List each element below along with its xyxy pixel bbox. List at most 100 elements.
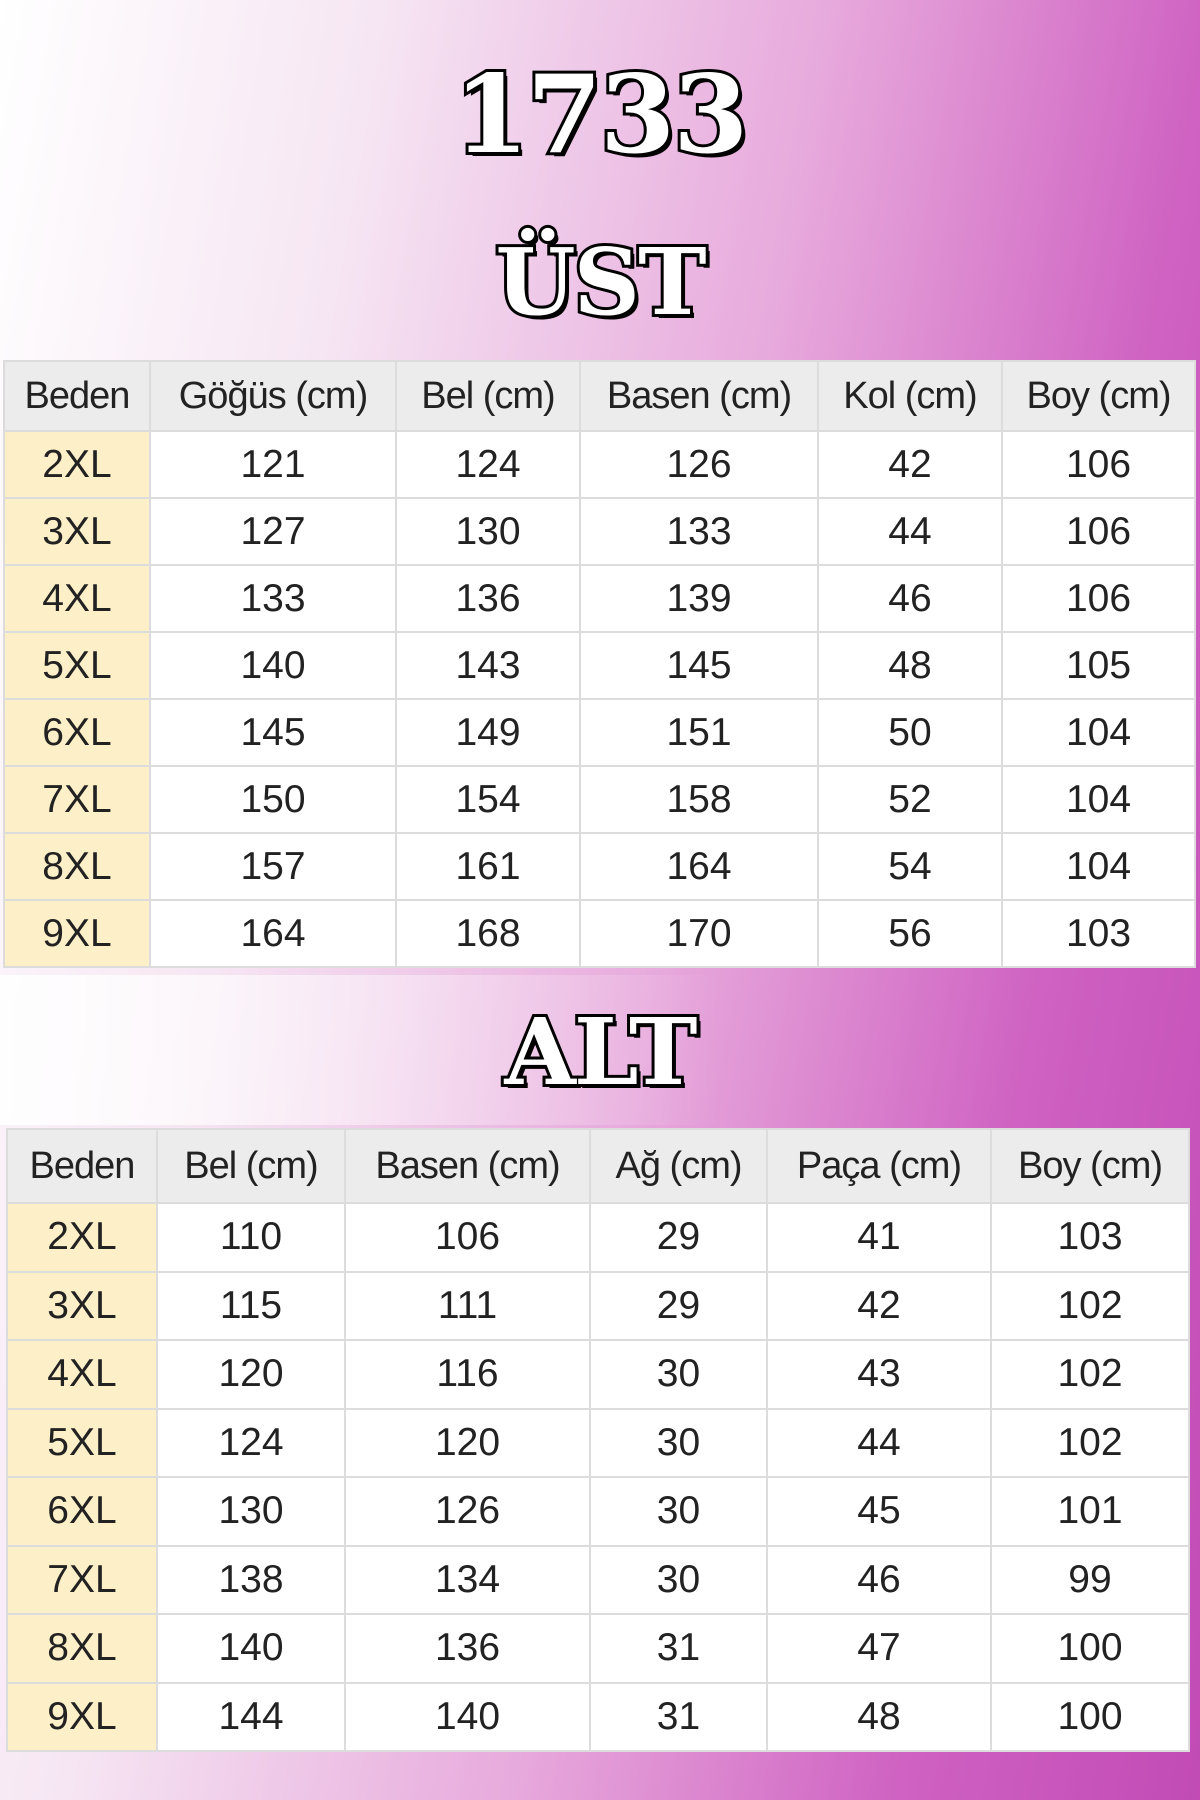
- value-cell: 140: [149, 631, 397, 700]
- size-cell: 2XL: [3, 430, 151, 499]
- size-cell: 8XL: [3, 832, 151, 901]
- value-cell: 105: [1001, 631, 1196, 700]
- size-cell: 7XL: [3, 765, 151, 834]
- value-cell: 52: [817, 765, 1003, 834]
- value-cell: 130: [395, 497, 581, 566]
- size-cell: 5XL: [3, 631, 151, 700]
- header-row: Beden Bel (cm) Basen (cm) Ağ (cm) Paça (cm) B…: [6, 1128, 1190, 1204]
- size-cell: 9XL: [3, 899, 151, 968]
- value-cell: 31: [589, 1613, 768, 1684]
- column-header: Boy (cm): [1001, 360, 1196, 432]
- table-row: 6XL 130 126 30 45 101: [6, 1476, 1190, 1547]
- column-header: Beden: [6, 1128, 158, 1204]
- value-cell: 140: [344, 1681, 591, 1752]
- value-cell: 106: [344, 1202, 591, 1273]
- size-cell: 3XL: [3, 497, 151, 566]
- value-cell: 30: [589, 1339, 768, 1410]
- table-row: 8XL 157 161 164 54 104: [3, 832, 1196, 901]
- value-cell: 103: [990, 1202, 1190, 1273]
- value-cell: 30: [589, 1544, 768, 1615]
- table-row: 5XL 140 143 145 48 105: [3, 631, 1196, 700]
- value-cell: 115: [156, 1270, 346, 1341]
- column-header: Bel (cm): [395, 360, 581, 432]
- value-cell: 127: [149, 497, 397, 566]
- value-cell: 104: [1001, 698, 1196, 767]
- value-cell: 106: [1001, 497, 1196, 566]
- size-cell: 7XL: [6, 1544, 158, 1615]
- top-band-divider: [0, 975, 1200, 1125]
- value-cell: 45: [766, 1476, 992, 1547]
- top-section-title: ÜST: [492, 225, 709, 339]
- column-header: Beden: [3, 360, 151, 432]
- value-cell: 100: [990, 1613, 1190, 1684]
- column-header: Bel (cm): [156, 1128, 346, 1204]
- value-cell: 31: [589, 1681, 768, 1752]
- value-cell: 44: [817, 497, 1003, 566]
- value-cell: 47: [766, 1613, 992, 1684]
- table-row: 7XL 138 134 30 46 99: [6, 1544, 1190, 1615]
- value-cell: 145: [149, 698, 397, 767]
- value-cell: 48: [817, 631, 1003, 700]
- value-cell: 144: [156, 1681, 346, 1752]
- table-row: 2XL 121 124 126 42 106: [3, 430, 1196, 499]
- value-cell: 120: [344, 1407, 591, 1478]
- value-cell: 150: [149, 765, 397, 834]
- value-cell: 157: [149, 832, 397, 901]
- size-cell: 3XL: [6, 1270, 158, 1341]
- column-header: Ağ (cm): [589, 1128, 768, 1204]
- value-cell: 143: [395, 631, 581, 700]
- value-cell: 126: [344, 1476, 591, 1547]
- value-cell: 133: [149, 564, 397, 633]
- value-cell: 104: [1001, 765, 1196, 834]
- size-cell: 6XL: [6, 1476, 158, 1547]
- column-header: Basen (cm): [579, 360, 819, 432]
- value-cell: 133: [579, 497, 819, 566]
- value-cell: 158: [579, 765, 819, 834]
- bottom-size-table: Beden Bel (cm) Basen (cm) Ağ (cm) Paça (cm) B…: [6, 1128, 1190, 1752]
- value-cell: 41: [766, 1202, 992, 1273]
- size-cell: 2XL: [6, 1202, 158, 1273]
- value-cell: 124: [156, 1407, 346, 1478]
- value-cell: 54: [817, 832, 1003, 901]
- value-cell: 130: [156, 1476, 346, 1547]
- column-header: Paça (cm): [766, 1128, 992, 1204]
- table-row: 2XL 110 106 29 41 103: [6, 1202, 1190, 1273]
- table-row: 6XL 145 149 151 50 104: [3, 698, 1196, 767]
- value-cell: 100: [990, 1681, 1190, 1752]
- value-cell: 168: [395, 899, 581, 968]
- table-row: 9XL 164 168 170 56 103: [3, 899, 1196, 968]
- value-cell: 29: [589, 1270, 768, 1341]
- value-cell: 48: [766, 1681, 992, 1752]
- top-size-table: Beden Göğüs (cm) Bel (cm) Basen (cm) Kol (cm…: [3, 360, 1196, 968]
- value-cell: 164: [579, 832, 819, 901]
- value-cell: 134: [344, 1544, 591, 1615]
- value-cell: 102: [990, 1270, 1190, 1341]
- value-cell: 50: [817, 698, 1003, 767]
- value-cell: 136: [395, 564, 581, 633]
- value-cell: 170: [579, 899, 819, 968]
- value-cell: 106: [1001, 564, 1196, 633]
- size-cell: 9XL: [6, 1681, 158, 1752]
- value-cell: 46: [817, 564, 1003, 633]
- table-row: 9XL 144 140 31 48 100: [6, 1681, 1190, 1752]
- column-header: Kol (cm): [817, 360, 1003, 432]
- table-row: 3XL 127 130 133 44 106: [3, 497, 1196, 566]
- value-cell: 44: [766, 1407, 992, 1478]
- value-cell: 154: [395, 765, 581, 834]
- value-cell: 124: [395, 430, 581, 499]
- value-cell: 104: [1001, 832, 1196, 901]
- value-cell: 106: [1001, 430, 1196, 499]
- value-cell: 56: [817, 899, 1003, 968]
- value-cell: 151: [579, 698, 819, 767]
- value-cell: 121: [149, 430, 397, 499]
- value-cell: 139: [579, 564, 819, 633]
- table-row: 4XL 133 136 139 46 106: [3, 564, 1196, 633]
- value-cell: 110: [156, 1202, 346, 1273]
- table-row: 4XL 120 116 30 43 102: [6, 1339, 1190, 1410]
- value-cell: 116: [344, 1339, 591, 1410]
- size-cell: 6XL: [3, 698, 151, 767]
- header-row: Beden Göğüs (cm) Bel (cm) Basen (cm) Kol (cm…: [3, 360, 1196, 432]
- value-cell: 102: [990, 1339, 1190, 1410]
- value-cell: 42: [766, 1270, 992, 1341]
- size-cell: 4XL: [3, 564, 151, 633]
